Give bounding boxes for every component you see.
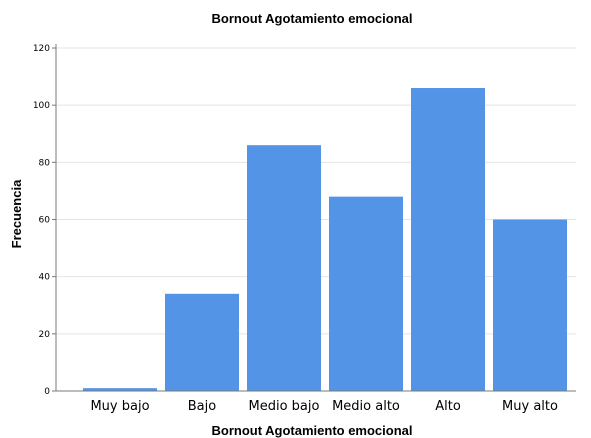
- y-tick-label: 60: [39, 216, 51, 226]
- y-axis-title: Frecuencia: [9, 179, 24, 248]
- x-axis-title: Bornout Agotamiento emocional: [211, 423, 412, 438]
- y-tick-label: 0: [44, 387, 50, 397]
- x-axis-ticks: Muy bajo Bajo Medio bajo Medio alto Alto Muy …: [90, 399, 558, 414]
- x-tick-label: Medio alto: [332, 399, 400, 414]
- x-tick-label: Bajo: [188, 399, 216, 414]
- y-tick-label: 120: [33, 44, 50, 54]
- bar-bajo: [165, 293, 239, 391]
- y-tick-label: 20: [39, 330, 51, 340]
- y-tick-label: 40: [39, 273, 51, 283]
- bar-muy-alto: [493, 219, 567, 391]
- bar-medio-bajo: [247, 145, 321, 391]
- y-tick-label: 80: [39, 158, 51, 168]
- x-tick-label: Alto: [435, 399, 461, 414]
- bar-muy-bajo: [83, 388, 157, 391]
- y-tick-label: 100: [33, 101, 50, 111]
- x-tick-label: Medio bajo: [249, 399, 320, 414]
- y-axis-ticks: 0 20 40 60 80 100 120: [33, 44, 56, 397]
- x-tick-label: Muy bajo: [90, 399, 149, 414]
- bar-medio-alto: [329, 196, 403, 391]
- x-tick-label: Muy alto: [502, 399, 558, 414]
- chart-title: Bornout Agotamiento emocional: [211, 11, 412, 26]
- bar-alto: [411, 88, 485, 392]
- bars: [83, 88, 567, 392]
